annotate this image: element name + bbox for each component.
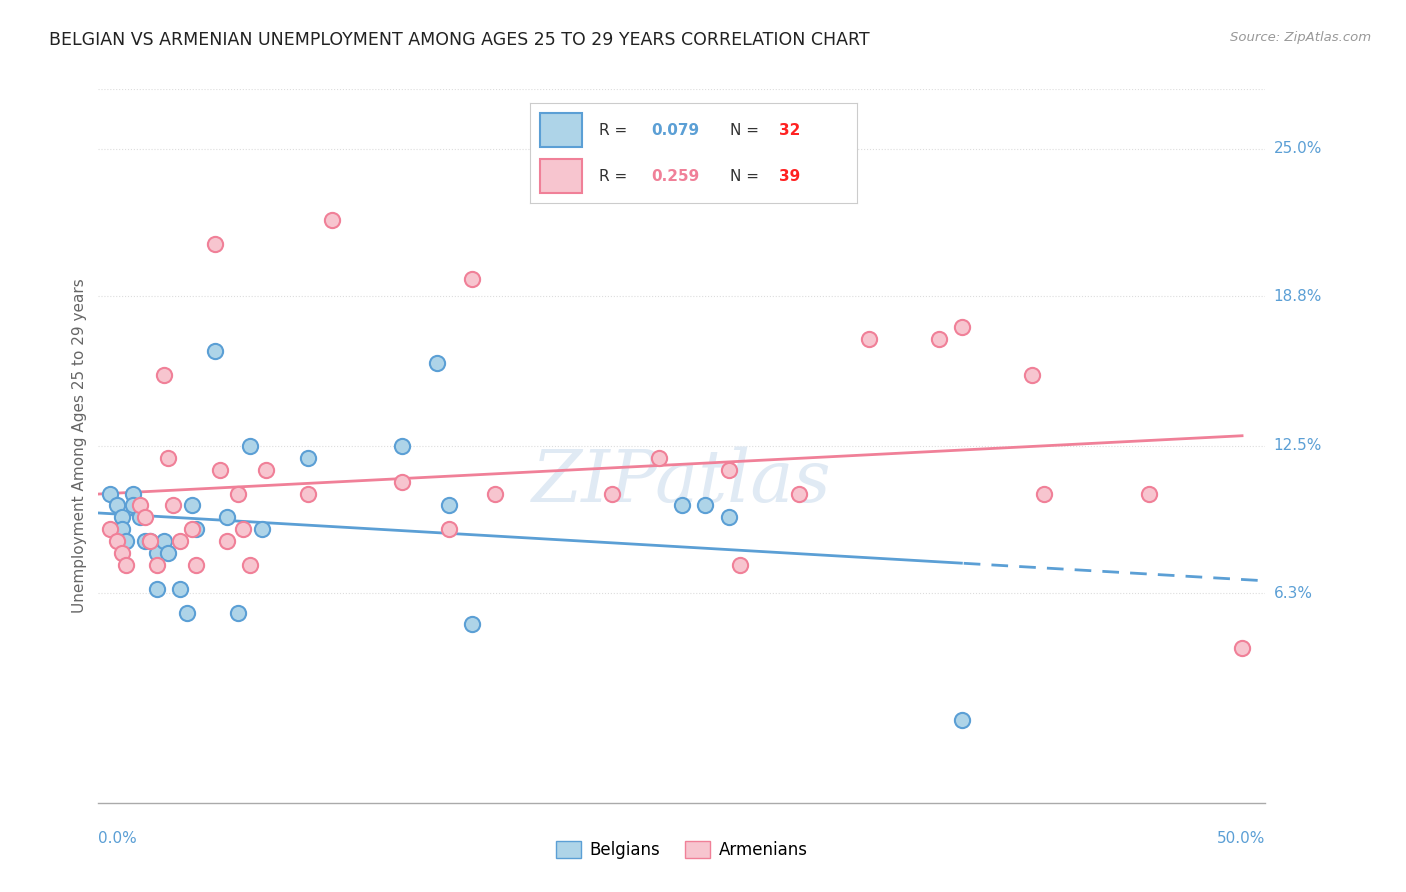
Point bbox=[256, 463, 278, 477]
Point bbox=[186, 522, 208, 536]
Point bbox=[461, 617, 484, 632]
Point bbox=[321, 213, 343, 227]
Point bbox=[204, 343, 226, 358]
Point bbox=[1021, 368, 1043, 382]
Point bbox=[695, 499, 717, 513]
Text: 25.0%: 25.0% bbox=[1274, 141, 1322, 156]
Point bbox=[250, 522, 273, 536]
Point bbox=[950, 320, 973, 334]
Point bbox=[122, 486, 145, 500]
Point bbox=[730, 558, 752, 572]
Point bbox=[105, 499, 128, 513]
Point bbox=[426, 356, 449, 370]
Point bbox=[600, 486, 623, 500]
Point bbox=[647, 450, 669, 465]
Point bbox=[239, 558, 262, 572]
Point bbox=[115, 558, 138, 572]
Point bbox=[134, 510, 156, 524]
Point bbox=[98, 522, 121, 536]
Point bbox=[98, 486, 121, 500]
Point bbox=[146, 546, 169, 560]
Point bbox=[484, 486, 506, 500]
Text: 0.0%: 0.0% bbox=[98, 831, 138, 847]
Point bbox=[157, 546, 180, 560]
Point bbox=[146, 558, 169, 572]
Text: 12.5%: 12.5% bbox=[1274, 439, 1322, 453]
Point bbox=[139, 534, 162, 549]
Point bbox=[717, 510, 740, 524]
Y-axis label: Unemployment Among Ages 25 to 29 years: Unemployment Among Ages 25 to 29 years bbox=[72, 278, 87, 614]
Text: BELGIAN VS ARMENIAN UNEMPLOYMENT AMONG AGES 25 TO 29 YEARS CORRELATION CHART: BELGIAN VS ARMENIAN UNEMPLOYMENT AMONG A… bbox=[49, 31, 870, 49]
Point bbox=[215, 534, 238, 549]
Point bbox=[111, 510, 134, 524]
Point bbox=[129, 499, 152, 513]
Point bbox=[437, 522, 460, 536]
Point bbox=[152, 368, 174, 382]
Point bbox=[1230, 641, 1253, 656]
Point bbox=[228, 486, 250, 500]
Point bbox=[950, 713, 973, 727]
Point bbox=[111, 522, 134, 536]
Point bbox=[204, 236, 226, 251]
Point bbox=[162, 499, 184, 513]
Point bbox=[186, 558, 208, 572]
Point bbox=[129, 510, 152, 524]
Point bbox=[134, 534, 156, 549]
Point bbox=[858, 332, 880, 346]
Text: Source: ZipAtlas.com: Source: ZipAtlas.com bbox=[1230, 31, 1371, 45]
Point bbox=[169, 534, 191, 549]
Point bbox=[1137, 486, 1160, 500]
Point bbox=[1032, 486, 1054, 500]
Point bbox=[139, 534, 162, 549]
Text: ZIPatlas: ZIPatlas bbox=[531, 446, 832, 517]
Point bbox=[215, 510, 238, 524]
Point bbox=[176, 606, 198, 620]
Point bbox=[146, 582, 169, 596]
Point bbox=[297, 486, 319, 500]
Point bbox=[787, 486, 810, 500]
Point bbox=[157, 450, 180, 465]
Point bbox=[232, 522, 254, 536]
Point bbox=[122, 499, 145, 513]
Point bbox=[461, 272, 484, 286]
Point bbox=[169, 582, 191, 596]
Point bbox=[239, 439, 262, 453]
Text: 50.0%: 50.0% bbox=[1218, 831, 1265, 847]
Point bbox=[180, 522, 202, 536]
Point bbox=[180, 499, 202, 513]
Point bbox=[391, 439, 413, 453]
Point bbox=[671, 499, 693, 513]
Point bbox=[208, 463, 231, 477]
Point bbox=[297, 450, 319, 465]
Text: 6.3%: 6.3% bbox=[1274, 586, 1313, 601]
Text: 18.8%: 18.8% bbox=[1274, 289, 1322, 303]
Point bbox=[437, 499, 460, 513]
Point bbox=[391, 475, 413, 489]
Point bbox=[717, 463, 740, 477]
Point bbox=[152, 534, 174, 549]
Point bbox=[928, 332, 950, 346]
Point bbox=[228, 606, 250, 620]
Point bbox=[115, 534, 138, 549]
Point bbox=[105, 534, 128, 549]
Legend: Belgians, Armenians: Belgians, Armenians bbox=[550, 834, 814, 866]
Point bbox=[111, 546, 134, 560]
